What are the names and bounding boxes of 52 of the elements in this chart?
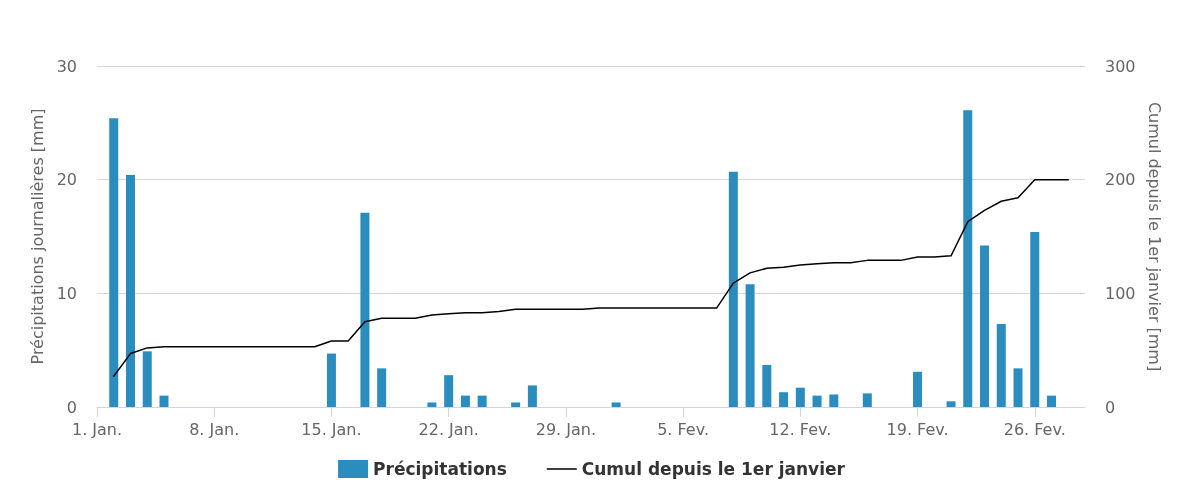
bar	[427, 402, 437, 407]
bar	[980, 245, 990, 407]
x-tick-label: 1. Jan.	[71, 419, 123, 439]
y-tick-label: 30	[56, 56, 77, 76]
bar	[477, 395, 487, 407]
y2-tick-label: 300	[1105, 56, 1136, 76]
bar	[1030, 231, 1040, 407]
y2-axis-title: Cumul depuis le 1er janvier [mm]	[1144, 101, 1164, 372]
x-tick-label: 12. Fev.	[769, 419, 832, 439]
bar	[812, 395, 822, 407]
y2-tick-label: 200	[1105, 170, 1136, 190]
bar	[360, 212, 370, 407]
bar	[963, 110, 973, 407]
y-axis-title: Précipitations journalières [mm]	[27, 108, 47, 365]
bar	[611, 402, 621, 407]
bar	[762, 364, 772, 407]
y2-tick-label: 0	[1105, 397, 1116, 417]
bar	[511, 402, 521, 407]
bar	[728, 171, 738, 407]
x-tick-label: 15. Jan.	[301, 419, 362, 439]
x-tick-label: 19. Fev.	[886, 419, 949, 439]
y-tick-label: 0	[66, 397, 77, 417]
y-tick-label: 20	[56, 170, 77, 190]
bar	[946, 401, 956, 407]
y2-tick-label: 100	[1105, 283, 1136, 303]
bar	[1047, 395, 1057, 407]
x-tick-label: 29. Jan.	[535, 419, 597, 439]
line-series	[113, 178, 1069, 378]
bar	[996, 324, 1006, 407]
bar	[795, 387, 805, 407]
bar	[109, 118, 119, 407]
x-tick-label: 26. Fev.	[1003, 419, 1066, 439]
bar	[745, 284, 755, 407]
legend-label: Cumul depuis le 1er janvier	[581, 459, 846, 479]
bar	[460, 395, 470, 407]
bar	[527, 385, 537, 407]
bar	[125, 175, 135, 407]
bar	[377, 368, 387, 407]
bar	[913, 371, 923, 407]
bar	[779, 392, 789, 407]
bar	[326, 353, 336, 407]
bar	[829, 394, 839, 407]
x-tick-label: 8. Jan.	[189, 419, 240, 439]
bar	[159, 395, 169, 407]
bar	[142, 351, 152, 407]
x-tick-label: 22. Jan.	[418, 419, 479, 439]
bar	[862, 393, 872, 407]
legend-label: Précipitations	[373, 459, 507, 479]
x-tick-label: 5. Fev.	[657, 419, 710, 439]
y-tick-label: 10	[56, 283, 77, 303]
bar	[444, 375, 454, 407]
bar	[1013, 368, 1023, 407]
